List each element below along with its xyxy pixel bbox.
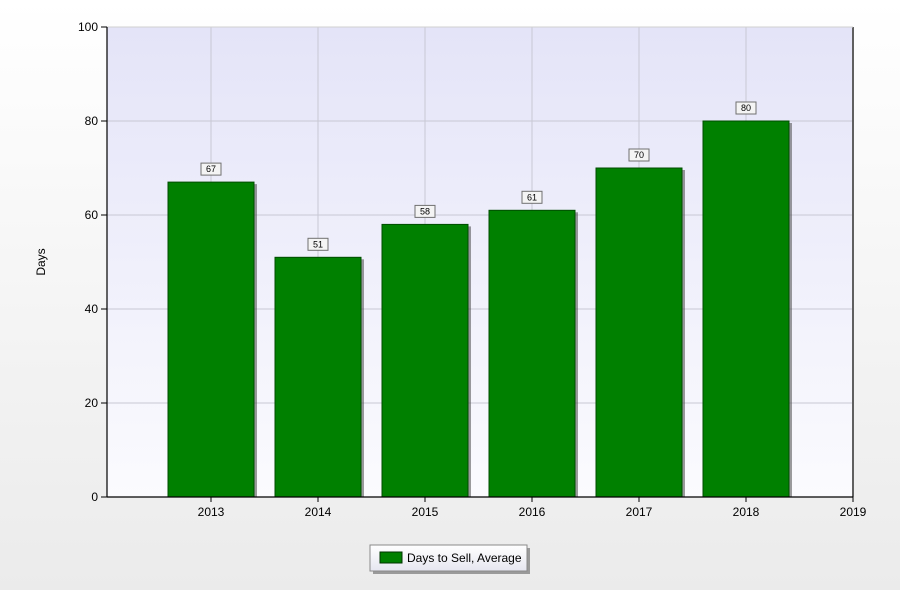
bar — [702, 120, 790, 498]
bars — [167, 120, 792, 498]
y-tick-label: 20 — [85, 396, 99, 410]
data-label-box — [628, 148, 650, 162]
x-tick-label: 2016 — [519, 505, 546, 519]
axes: 0 20 40 60 80 100 2013 2014 2015 2016 2017 2018 2019 — [78, 20, 867, 519]
y-tick-label: 60 — [85, 208, 99, 222]
x-tick-label: 2013 — [198, 505, 225, 519]
data-label-box — [200, 162, 222, 176]
y-tick-label: 100 — [78, 20, 98, 34]
bar — [488, 209, 576, 498]
y-axis-title: Days — [34, 248, 48, 275]
y-tick-label: 40 — [85, 302, 99, 316]
data-label: 67 — [206, 164, 216, 174]
data-label: 70 — [634, 150, 644, 160]
bar — [274, 256, 362, 498]
data-label-box — [414, 204, 436, 218]
data-label-box — [521, 190, 543, 204]
data-label-box — [735, 101, 757, 115]
x-tick-label: 2015 — [412, 505, 439, 519]
legend-label: Days to Sell, Average — [407, 551, 522, 565]
bar — [595, 167, 683, 498]
data-label: 80 — [741, 103, 751, 113]
y-tick-label: 80 — [85, 114, 99, 128]
x-tick-label: 2017 — [626, 505, 653, 519]
data-label: 51 — [313, 239, 323, 249]
bar — [167, 181, 255, 498]
data-label: 61 — [527, 192, 537, 202]
x-tick-label: 2019 — [840, 505, 867, 519]
y-tick-label: 0 — [91, 490, 98, 504]
x-tick-label: 2018 — [733, 505, 760, 519]
legend-swatch — [379, 551, 403, 564]
data-labels: 67 51 58 61 70 80 — [200, 101, 757, 251]
data-label: 58 — [420, 206, 430, 216]
legend: Days to Sell, Average — [369, 544, 530, 574]
x-tick-label: 2014 — [305, 505, 332, 519]
data-label-box — [307, 237, 329, 251]
bar — [381, 223, 469, 498]
